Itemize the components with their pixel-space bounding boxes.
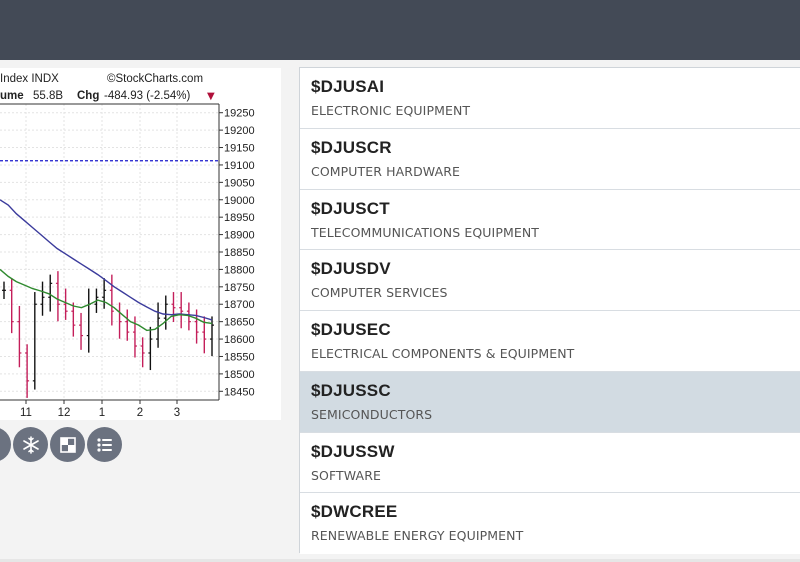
list-icon	[95, 435, 115, 455]
chart-change-down-icon: ▼	[207, 91, 215, 102]
y-tick-label: 19050	[224, 177, 255, 189]
x-tick-label: 1	[99, 407, 105, 419]
sector-description: ELECTRICAL COMPONENTS & EQUIPMENT	[311, 346, 575, 361]
sector-symbol: $DJUSSW	[311, 441, 395, 461]
partial-icon	[0, 436, 3, 454]
chart-header-index: Index INDX	[0, 73, 59, 85]
sector-description: COMPUTER SERVICES	[311, 285, 448, 301]
chart-volume-value: 55.8B	[33, 90, 63, 102]
y-tick-label: 18800	[224, 264, 255, 276]
y-tick-label: 18700	[224, 299, 255, 311]
y-tick-label: 18450	[224, 386, 255, 398]
sector-list: $DJUSAI ELECTRONIC EQUIPMENT $DJUSCR COM…	[299, 67, 800, 554]
chart-watermark: ©StockCharts.com	[107, 73, 203, 85]
top-navigation-bar	[0, 0, 800, 60]
y-tick-label: 18950	[224, 212, 255, 224]
y-tick-label: 19100	[224, 160, 255, 172]
sector-description: SEMICONDUCTORS	[311, 406, 433, 422]
sector-description: TELECOMMUNICATIONS EQUIPMENT	[311, 224, 540, 240]
y-tick-label: 19250	[224, 108, 255, 120]
chart-change-label: Chg	[77, 90, 99, 102]
sector-symbol: $DJUSAI	[311, 77, 385, 96]
price-chart[interactable]: Index INDX ©StockCharts.com ume 55.8B Ch…	[0, 68, 281, 420]
moving-averages-layer	[0, 199, 213, 332]
y-axis: 19250 19200 19150 19100 19050 19000 18950 18900…	[219, 108, 255, 398]
list-item[interactable]: $DJUSAI ELECTRONIC EQUIPMENT	[300, 68, 800, 129]
partial-tool-button[interactable]	[0, 427, 11, 462]
chart-grid	[0, 104, 219, 400]
x-axis: 11 12 1 2 3	[20, 400, 180, 419]
list-item[interactable]: $DJUSDV COMPUTER SERVICES	[300, 250, 800, 311]
y-tick-label: 18650	[224, 317, 255, 329]
chart-change-value: -484.93 (-2.54%)	[104, 90, 190, 102]
list-item[interactable]: $DJUSSC SEMICONDUCTORS	[300, 371, 800, 433]
checker-icon	[58, 435, 78, 455]
y-tick-label: 18550	[224, 351, 255, 363]
sector-symbol: $DJUSEC	[311, 320, 391, 339]
x-tick-label: 12	[58, 407, 71, 419]
sector-symbol: $DJUSSC	[311, 380, 391, 400]
bottom-divider	[0, 559, 800, 562]
sector-description: RENEWABLE ENERGY EQUIPMENT	[311, 528, 524, 544]
sector-symbol: $DJUSCR	[311, 137, 392, 157]
y-tick-label: 19150	[224, 143, 255, 155]
x-tick-label: 2	[137, 407, 143, 419]
y-tick-label: 19200	[224, 125, 255, 137]
x-tick-label: 3	[174, 407, 180, 419]
y-tick-label: 18850	[224, 247, 255, 259]
moving-average-short-line	[0, 268, 213, 332]
list-item[interactable]: $DJUSEC ELECTRICAL COMPONENTS & EQUIPMEN…	[300, 311, 800, 372]
list-tool-button[interactable]	[87, 427, 122, 462]
y-tick-label: 19000	[224, 195, 255, 207]
checker-tool-button[interactable]	[50, 427, 85, 462]
moving-average-long-line	[0, 199, 213, 321]
y-tick-label: 18500	[224, 369, 255, 381]
sector-description: SOFTWARE	[311, 467, 381, 483]
sector-symbol: $DJUSDV	[311, 259, 391, 279]
ohlc-bars-layer	[2, 271, 214, 398]
sector-description: ELECTRONIC EQUIPMENT	[311, 103, 471, 118]
list-item[interactable]: $DJUSCR COMPUTER HARDWARE	[300, 128, 800, 190]
sector-description: COMPUTER HARDWARE	[311, 163, 461, 179]
list-item[interactable]: $DWCREE RENEWABLE ENERGY EQUIPMENT	[300, 493, 800, 554]
sector-symbol: $DWCREE	[311, 502, 398, 522]
chart-volume-label: ume	[0, 90, 24, 102]
snowflake-tool-button[interactable]	[13, 427, 48, 462]
list-item[interactable]: $DJUSCT TELECOMMUNICATIONS EQUIPMENT	[300, 189, 800, 251]
x-tick-label: 11	[20, 407, 32, 419]
y-tick-label: 18600	[224, 334, 255, 346]
sector-symbol: $DJUSCT	[311, 198, 390, 218]
y-tick-label: 18900	[224, 230, 255, 242]
y-tick-label: 18750	[224, 282, 255, 294]
list-item[interactable]: $DJUSSW SOFTWARE	[300, 432, 800, 494]
price-chart-panel[interactable]: Index INDX ©StockCharts.com ume 55.8B Ch…	[0, 68, 281, 420]
snowflake-icon	[21, 435, 41, 455]
